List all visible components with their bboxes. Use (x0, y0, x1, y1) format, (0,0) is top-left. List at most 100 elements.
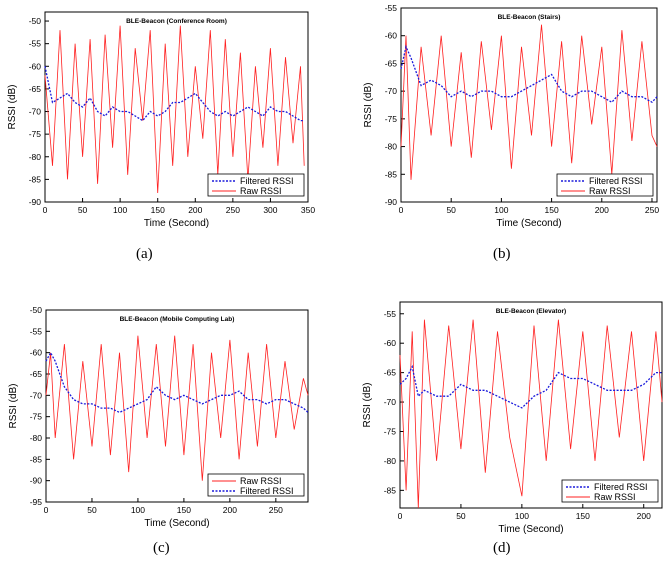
plot-frame (399, 301, 663, 509)
y-tick-label: -80 (29, 152, 42, 162)
chart-1: BLE-Beacon (Stairs) 0 50 100 150 200 250 -90 -85… (363, 3, 659, 229)
y-tick-label: -80 (384, 456, 397, 466)
filtered-rssi-line (44, 66, 305, 122)
x-tick-label: 100 (494, 205, 508, 215)
x-tick-label: 100 (113, 205, 127, 215)
y-axis-label: RSSI (dB) (8, 383, 19, 428)
y-tick-label: -65 (384, 368, 397, 378)
panel-label-d: (d) (493, 540, 511, 556)
y-axis-label: RSSI (dB) (7, 84, 18, 129)
legend-raw-label: Raw RSSI (589, 186, 631, 196)
panel-label-b: (b) (493, 246, 511, 262)
y-tick-label: -85 (30, 454, 43, 464)
chart-3: BLE-Beacon (Elevator) 0 50 100 150 200 -85 -80 -… (362, 301, 663, 535)
filtered-rssi-line (399, 364, 662, 409)
y-tick-label: -55 (385, 3, 398, 13)
legend-raw-label: Raw RSSI (240, 186, 282, 196)
x-axis-label: Time (Second) (144, 218, 209, 229)
chart-title: BLE-Beacon (Stairs) (498, 14, 561, 21)
x-tick-label: 150 (544, 205, 558, 215)
legend-filtered-label: Filtered RSSI (589, 176, 643, 186)
y-tick-label: -80 (30, 433, 43, 443)
y-tick-label: -50 (30, 305, 43, 315)
x-tick-label: 0 (398, 511, 403, 521)
filtered-rssi-line (400, 44, 658, 104)
y-tick-label: -65 (29, 84, 42, 94)
y-tick-label: -80 (385, 142, 398, 152)
y-tick-label: -85 (385, 169, 398, 179)
x-tick-label: 50 (78, 205, 88, 215)
y-tick-label: -90 (385, 197, 398, 207)
raw-rssi-line (45, 335, 309, 481)
raw-rssi-line (399, 319, 663, 509)
y-tick-label: -75 (385, 114, 398, 124)
x-tick-label: 300 (263, 205, 277, 215)
x-tick-label: 50 (87, 505, 97, 515)
x-tick-label: 150 (151, 205, 165, 215)
y-tick-label: -90 (29, 197, 42, 207)
x-tick-label: 0 (44, 505, 49, 515)
x-tick-label: 250 (269, 505, 283, 515)
x-tick-label: 100 (131, 505, 145, 515)
chart-2: BLE-Beacon (Mobile Computing Lab) 0 50 100 1… (8, 305, 309, 529)
raw-rssi-line (400, 24, 658, 180)
y-tick-label: -75 (30, 412, 43, 422)
x-tick-label: 200 (595, 205, 609, 215)
y-tick-label: -70 (384, 397, 397, 407)
x-tick-label: 0 (399, 205, 404, 215)
legend-raw-label: Raw RSSI (240, 476, 282, 486)
y-tick-label: -75 (384, 426, 397, 436)
y-tick-label: -60 (29, 61, 42, 71)
x-tick-label: 0 (43, 205, 48, 215)
y-tick-label: -60 (30, 348, 43, 358)
x-tick-label: 50 (446, 205, 456, 215)
y-tick-label: -50 (29, 16, 42, 26)
panel-label-a: (a) (136, 246, 153, 262)
x-tick-label: 200 (637, 511, 651, 521)
y-tick-label: -60 (385, 31, 398, 41)
y-axis-label: RSSI (dB) (363, 82, 374, 127)
x-tick-label: 200 (223, 505, 237, 515)
x-axis-label: Time (Second) (496, 218, 561, 229)
y-axis-label: RSSI (dB) (362, 382, 373, 427)
x-tick-label: 150 (576, 511, 590, 521)
chart-title: BLE-Beacon (Mobile Computing Lab) (120, 316, 235, 323)
legend-filtered-label: Filtered RSSI (594, 482, 648, 492)
raw-rssi-line (44, 25, 305, 194)
plot-frame (400, 7, 658, 203)
y-tick-label: -60 (384, 338, 397, 348)
chart-title: BLE-Beacon (Conference Room) (126, 18, 227, 25)
y-tick-label: -95 (30, 497, 43, 507)
x-tick-label: 50 (456, 511, 466, 521)
x-axis-label: Time (Second) (144, 518, 209, 529)
legend-filtered-label: Filtered RSSI (240, 486, 294, 496)
y-tick-label: -85 (384, 485, 397, 495)
x-tick-label: 350 (301, 205, 315, 215)
x-tick-label: 200 (188, 205, 202, 215)
y-tick-label: -90 (30, 476, 43, 486)
panel-label-c: (c) (153, 540, 170, 556)
chart-title: BLE-Beacon (Elevator) (496, 308, 566, 315)
y-tick-label: -70 (30, 390, 43, 400)
y-tick-label: -70 (29, 107, 42, 117)
filtered-rssi-line (45, 351, 309, 414)
y-tick-label: -65 (30, 369, 43, 379)
y-tick-label: -55 (384, 309, 397, 319)
x-tick-label: 150 (177, 505, 191, 515)
plot-frame (45, 309, 309, 503)
x-tick-label: 250 (226, 205, 240, 215)
y-tick-label: -75 (29, 129, 42, 139)
chart-0: BLE-Beacon (Conference Room) 0 50 100 150 200… (7, 11, 315, 229)
x-tick-label: 250 (645, 205, 659, 215)
x-tick-label: 100 (515, 511, 529, 521)
y-tick-label: -55 (30, 326, 43, 336)
x-axis-label: Time (Second) (498, 524, 563, 535)
y-tick-label: -85 (29, 174, 42, 184)
y-tick-label: -65 (385, 58, 398, 68)
plot-frame (44, 11, 309, 203)
legend-box (207, 473, 305, 497)
legend-raw-label: Raw RSSI (594, 492, 636, 502)
y-tick-label: -55 (29, 39, 42, 49)
